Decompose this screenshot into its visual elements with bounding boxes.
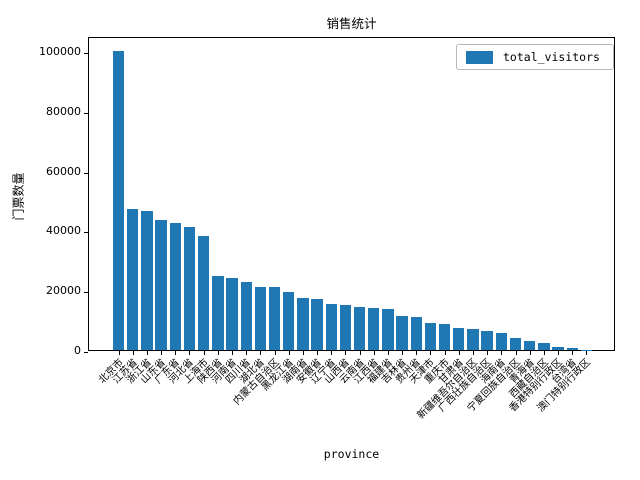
x-tick-mark xyxy=(189,351,191,355)
x-tick-mark xyxy=(402,351,404,355)
x-tick-mark xyxy=(345,351,347,355)
x-axis-label: province xyxy=(323,447,380,461)
bar xyxy=(155,219,167,350)
bar xyxy=(495,332,507,350)
bar xyxy=(141,210,153,350)
x-tick-mark xyxy=(416,351,418,355)
x-tick-mark xyxy=(317,351,319,355)
bar xyxy=(212,275,224,350)
bar xyxy=(325,304,337,350)
bar xyxy=(467,329,479,350)
bar xyxy=(127,209,139,350)
legend-swatch-icon xyxy=(466,50,493,64)
bar xyxy=(481,330,493,350)
bar xyxy=(311,299,323,350)
bar xyxy=(169,222,181,350)
x-tick-mark xyxy=(246,351,248,355)
bar xyxy=(566,347,578,350)
bar xyxy=(382,309,394,350)
bar xyxy=(424,323,437,350)
y-tick-label: 20000 xyxy=(46,284,81,298)
bar xyxy=(438,323,451,350)
bar xyxy=(509,338,522,350)
y-tick-label: 100000 xyxy=(39,44,81,58)
bar xyxy=(283,292,295,350)
x-tick-mark xyxy=(387,351,389,355)
y-tick-mark xyxy=(84,172,88,174)
bar xyxy=(254,286,267,350)
y-tick-mark xyxy=(84,52,88,54)
plot-area xyxy=(84,37,615,355)
x-tick-mark xyxy=(444,351,446,355)
x-tick-mark xyxy=(302,351,304,355)
bar xyxy=(410,316,422,350)
y-tick-mark xyxy=(84,232,88,234)
x-tick-mark xyxy=(373,351,375,355)
x-tick-mark xyxy=(288,351,290,355)
x-tick-mark xyxy=(572,351,574,355)
bar xyxy=(339,304,352,350)
x-tick-mark xyxy=(161,351,163,355)
bar xyxy=(240,281,252,350)
chart-title: 销售统计 xyxy=(326,16,377,31)
bar xyxy=(368,307,380,350)
bar xyxy=(297,297,309,350)
bar xyxy=(396,316,408,350)
x-tick-mark xyxy=(472,351,474,355)
bar xyxy=(552,347,564,350)
bar xyxy=(226,278,238,350)
x-tick-mark xyxy=(359,351,361,355)
x-tick-mark xyxy=(458,351,460,355)
x-tick-mark xyxy=(501,351,503,355)
x-tick-mark xyxy=(132,351,134,355)
x-tick-mark xyxy=(146,351,148,355)
y-axis-label: 门票数量 xyxy=(11,172,26,221)
y-tick-label: 0 xyxy=(74,344,81,357)
y-tick-label: 40000 xyxy=(46,224,81,238)
x-tick-mark xyxy=(203,351,205,355)
y-tick-label: 80000 xyxy=(46,104,81,118)
bar xyxy=(198,236,210,350)
legend: total_visitors xyxy=(456,44,614,70)
x-tick-mark xyxy=(175,351,177,355)
y-tick-mark xyxy=(84,112,88,114)
x-tick-mark xyxy=(543,351,545,355)
bar xyxy=(524,341,536,350)
legend-label: total_visitors xyxy=(503,50,600,64)
x-tick-mark xyxy=(118,351,120,355)
bar xyxy=(538,343,550,350)
x-tick-mark xyxy=(586,351,588,355)
y-tick-mark xyxy=(84,292,88,294)
x-tick-mark xyxy=(487,351,489,355)
x-tick-mark xyxy=(515,351,517,355)
bar xyxy=(183,227,196,350)
y-tick-label: 60000 xyxy=(46,164,81,178)
x-tick-mark xyxy=(274,351,276,355)
x-tick-mark xyxy=(430,351,432,355)
x-tick-mark xyxy=(260,351,262,355)
bar xyxy=(268,286,281,350)
x-tick-mark xyxy=(558,351,560,355)
bar xyxy=(453,328,465,350)
bar xyxy=(353,306,366,350)
x-tick-mark xyxy=(331,351,333,355)
x-tick-mark xyxy=(529,351,531,355)
x-tick-mark xyxy=(217,351,219,355)
bar xyxy=(112,50,125,350)
y-tick-mark xyxy=(84,352,88,353)
x-tick-mark xyxy=(232,351,234,355)
